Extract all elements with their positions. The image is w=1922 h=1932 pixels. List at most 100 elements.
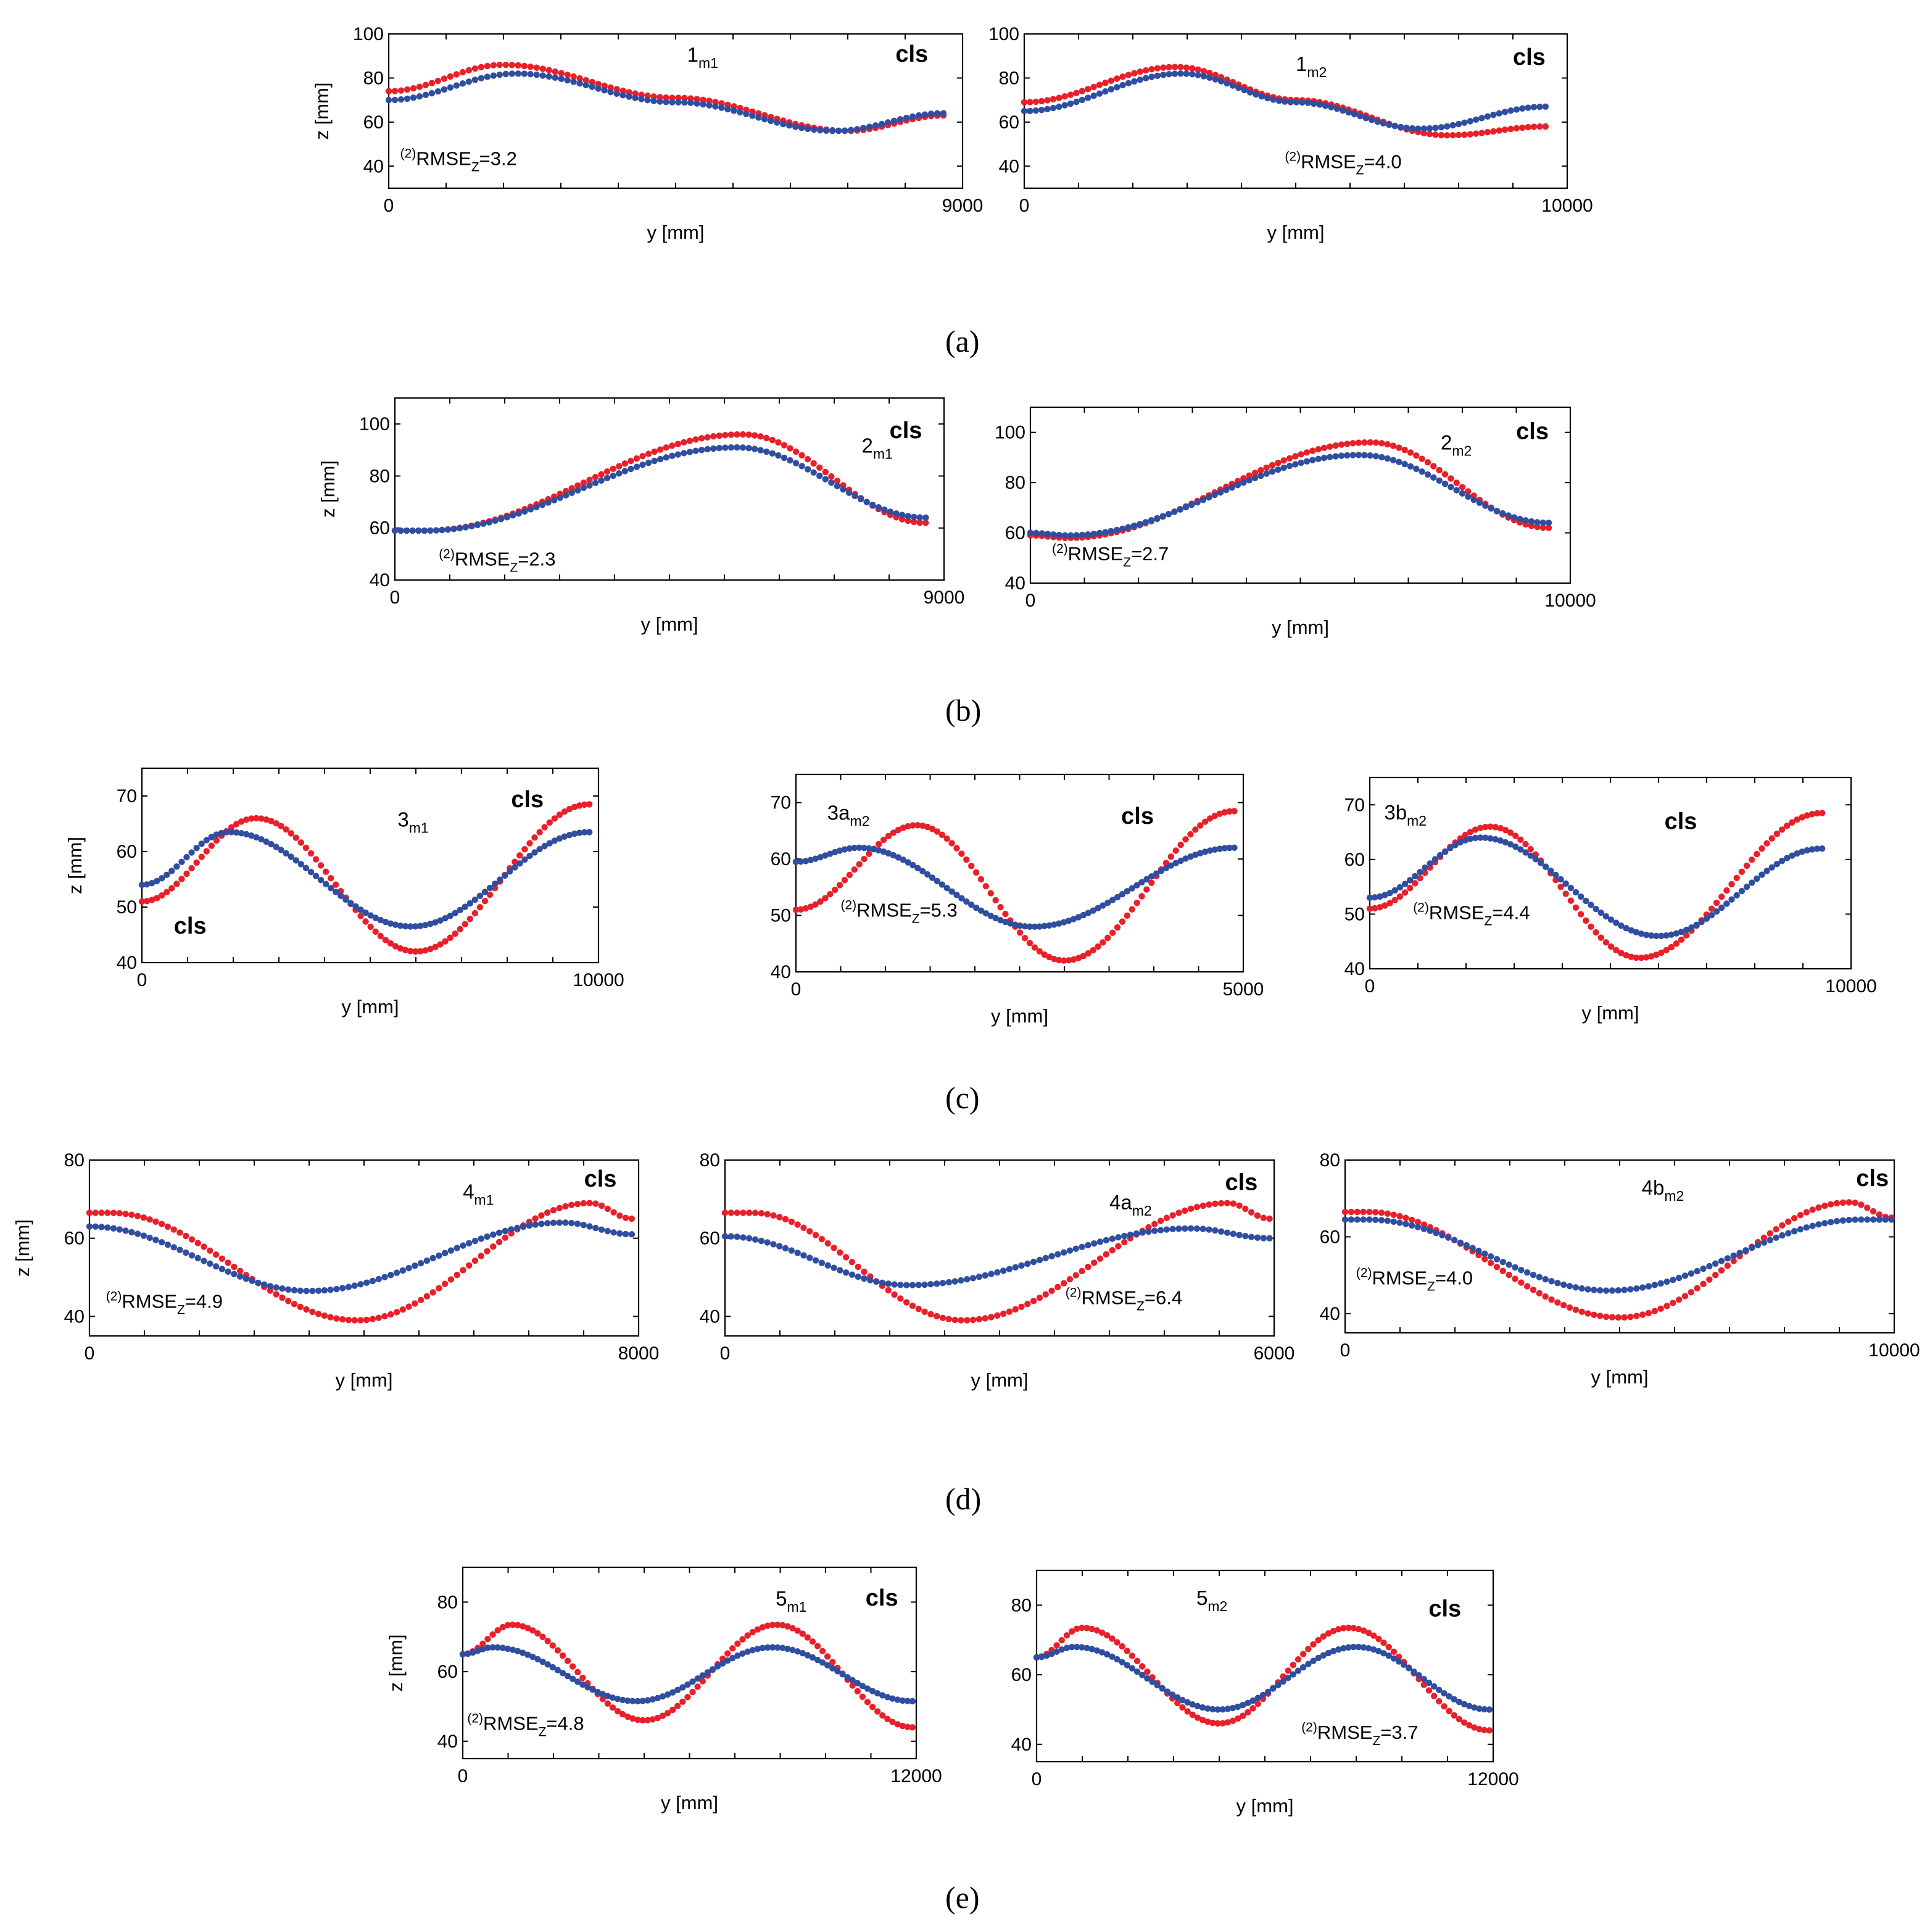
data-point-model	[856, 844, 863, 852]
data-point-model	[1743, 884, 1750, 890]
data-point-model	[799, 1649, 806, 1657]
data-point-measured	[592, 473, 599, 481]
data-point-model	[628, 1231, 636, 1238]
data-point-model	[1080, 911, 1087, 919]
data-point-measured	[639, 453, 646, 460]
data-point-measured	[1378, 440, 1385, 447]
data-point-measured	[1466, 1722, 1473, 1729]
data-point-model	[1303, 458, 1311, 465]
data-point-model	[1242, 1232, 1249, 1240]
data-point-model	[800, 1252, 807, 1259]
data-point-model	[1536, 103, 1543, 110]
data-point-measured	[604, 1205, 611, 1213]
data-point-model	[1335, 1646, 1342, 1653]
data-point-measured	[437, 941, 444, 948]
data-point-measured	[1768, 835, 1775, 842]
data-point-model	[694, 100, 700, 107]
data-point-model	[1167, 862, 1175, 869]
data-point-measured	[1476, 1725, 1483, 1733]
data-point-measured	[1539, 524, 1546, 531]
data-point-measured	[381, 1313, 388, 1320]
data-point-model	[885, 850, 892, 857]
data-point-measured	[307, 850, 315, 857]
data-point-model	[1345, 1644, 1352, 1651]
data-point-model	[509, 512, 516, 519]
data-point-measured	[927, 1311, 934, 1317]
data-point-model	[752, 1236, 759, 1243]
data-point-model	[1266, 1235, 1273, 1242]
data-point-model	[447, 1247, 455, 1254]
data-point-model	[1367, 452, 1373, 459]
data-point-measured	[486, 891, 494, 898]
data-point-measured	[822, 895, 829, 902]
data-point-measured	[1104, 934, 1111, 942]
data-point-model	[915, 112, 922, 119]
data-point-model	[1738, 887, 1746, 895]
data-point-model	[454, 1245, 460, 1251]
x-axis-label: y [mm]	[1582, 1002, 1639, 1024]
data-point-model	[1542, 103, 1549, 110]
data-point-measured	[894, 1721, 901, 1728]
data-point-model	[819, 1659, 826, 1666]
data-point-model	[718, 104, 725, 111]
data-point-measured	[1355, 1625, 1362, 1633]
data-point-measured	[861, 855, 868, 863]
data-point-model	[208, 834, 215, 840]
data-point-measured	[1372, 439, 1380, 446]
data-point-model	[1299, 1664, 1307, 1671]
data-point-measured	[1051, 955, 1058, 963]
data-point-model	[1390, 457, 1397, 463]
cls-label: cls	[511, 787, 544, 813]
data-point-model	[1085, 910, 1091, 916]
data-point-model	[159, 875, 165, 882]
data-point-measured	[603, 468, 611, 475]
data-point-measured	[1206, 1201, 1212, 1208]
data-point-measured	[496, 61, 503, 68]
data-point-measured	[1100, 939, 1106, 946]
data-point-model	[794, 1648, 801, 1655]
data-point-model	[922, 514, 929, 521]
rmse-annotation: (2)RMSEZ=3.7	[1301, 1720, 1418, 1748]
data-point-model	[1229, 1704, 1236, 1712]
data-point-model	[969, 1275, 977, 1282]
data-point-measured	[1030, 1298, 1037, 1304]
data-point-measured	[1438, 131, 1445, 139]
data-point-measured	[533, 64, 540, 71]
data-point-measured	[471, 1257, 479, 1264]
data-point-measured	[164, 1223, 172, 1230]
data-point-model	[1021, 922, 1029, 930]
data-point-measured	[1683, 932, 1690, 939]
data-point-measured	[1446, 1707, 1452, 1715]
data-point-model	[1517, 515, 1523, 523]
data-point-measured	[140, 1214, 147, 1221]
data-point-measured	[1377, 904, 1383, 911]
data-point-model	[1698, 918, 1705, 926]
data-point-model	[469, 1649, 476, 1656]
data-point-measured	[1166, 64, 1172, 71]
data-point-measured	[569, 1663, 576, 1670]
data-point-model	[322, 881, 329, 887]
data-point-measured	[1109, 1246, 1116, 1254]
data-point-measured	[1148, 65, 1155, 73]
data-point-model	[415, 527, 422, 534]
data-point-measured	[831, 1245, 837, 1251]
data-point-model	[794, 1250, 801, 1256]
data-point-measured	[1046, 953, 1053, 961]
data-point-model	[1663, 1278, 1670, 1285]
data-point-model	[1882, 1216, 1889, 1223]
data-point-measured	[1401, 889, 1409, 896]
data-point-measured	[1536, 123, 1543, 130]
data-point-measured	[1396, 444, 1402, 451]
data-point-model	[223, 829, 230, 835]
data-point-model	[1264, 1688, 1272, 1696]
data-point-model	[243, 831, 250, 838]
data-point-measured	[1138, 893, 1145, 900]
data-point-measured	[549, 1642, 556, 1649]
data-point-model	[1044, 106, 1051, 113]
data-point-measured	[905, 517, 911, 524]
data-point-model	[968, 902, 975, 908]
series-model	[792, 844, 1238, 931]
data-point-model	[1154, 1681, 1161, 1689]
data-point-measured	[86, 1209, 93, 1216]
